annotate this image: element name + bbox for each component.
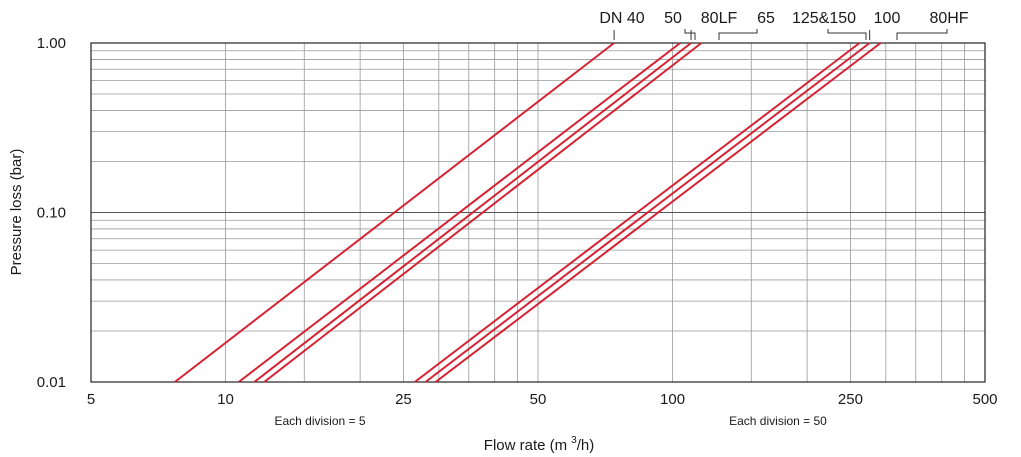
series-label: 65: [757, 10, 775, 27]
x-axis-title-sup: 3: [571, 435, 577, 446]
series-line: [253, 42, 692, 383]
x-axis-title-tail: /h): [577, 437, 595, 454]
y-tick-label: 0.10: [37, 205, 66, 222]
series-label: 50: [664, 10, 682, 27]
y-tick-label: 0.01: [37, 374, 66, 391]
series-lines: [174, 42, 882, 383]
label-leader: [718, 29, 758, 40]
plot-frame: [90, 42, 986, 383]
division-note-right: Each division = 50: [729, 414, 827, 428]
series-line: [174, 42, 615, 383]
x-tick-label: 100: [660, 391, 685, 408]
y-axis-title: Pressure loss (bar): [8, 149, 25, 276]
x-tick-label: 250: [838, 391, 863, 408]
x-axis-title-main: Flow rate (m: [484, 437, 567, 454]
series-label: 80LF: [701, 10, 738, 27]
series-line: [434, 42, 882, 383]
tick-labels: 5 10 25 50 100 250 500 0.01 0.10 1.00: [37, 35, 998, 408]
series-label: 125&150: [792, 10, 856, 27]
series-labels: DN 40 50 80LF 65 125&150 100 80HF: [599, 10, 969, 40]
y-tick-label: 1.00: [37, 35, 66, 52]
series-line: [263, 42, 702, 383]
series-line: [414, 42, 861, 383]
series-label: 100: [874, 10, 901, 27]
x-tick-label: 50: [530, 391, 547, 408]
x-tick-label: 500: [972, 391, 997, 408]
label-leader: [896, 29, 948, 40]
x-tick-label: 5: [87, 391, 95, 408]
x-tick-label: 25: [395, 391, 412, 408]
x-axis-title: Flow rate (m 3/h): [484, 435, 594, 454]
x-tick-label: 10: [217, 391, 234, 408]
series-line: [238, 42, 681, 383]
series-label: DN 40: [599, 10, 644, 27]
division-note-left: Each division = 5: [274, 414, 365, 428]
label-leader: [684, 29, 696, 40]
series-label: 80HF: [929, 10, 968, 27]
series-line: [424, 42, 871, 383]
label-leader: [827, 29, 867, 40]
grid: [90, 42, 986, 383]
